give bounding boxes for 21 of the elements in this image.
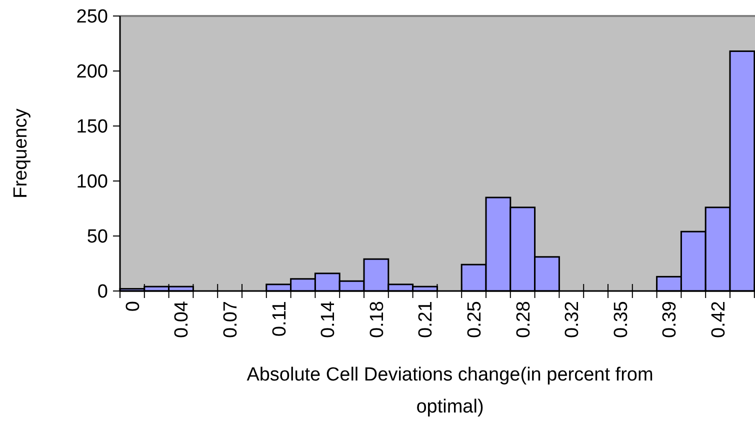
x-tick-label: 0.32	[562, 301, 584, 338]
x-tick-label: 0.04	[172, 300, 193, 338]
y-axis-title: Frequency	[10, 108, 32, 198]
x-tick-label: 0.28	[513, 301, 534, 338]
x-tick-label: 0.35	[610, 301, 632, 338]
x-tick-label: 0.39	[660, 301, 681, 338]
x-tick-label: 0.42	[708, 301, 730, 338]
y-tick-label: 150	[76, 116, 108, 138]
x-tick-label: 0	[122, 301, 144, 312]
x-axis-title: Absolute Cell Deviations change(in percent from optimal)	[246, 364, 654, 418]
y-tick-label: 200	[76, 62, 108, 83]
x-tick-label: 0.11	[269, 301, 290, 337]
x-tick-label: 0.07	[220, 301, 242, 338]
y-tick-label: 50	[86, 226, 108, 248]
x-tick-label: 0.25	[464, 301, 486, 338]
x-tick-label: 0.14	[318, 300, 340, 338]
y-tick-label: 100	[76, 172, 108, 193]
x-tick-label: 0.21	[416, 301, 437, 338]
y-tick-label: 0	[97, 282, 108, 303]
y-tick-label: 250	[76, 6, 108, 28]
x-tick-label: 0.18	[366, 301, 388, 338]
